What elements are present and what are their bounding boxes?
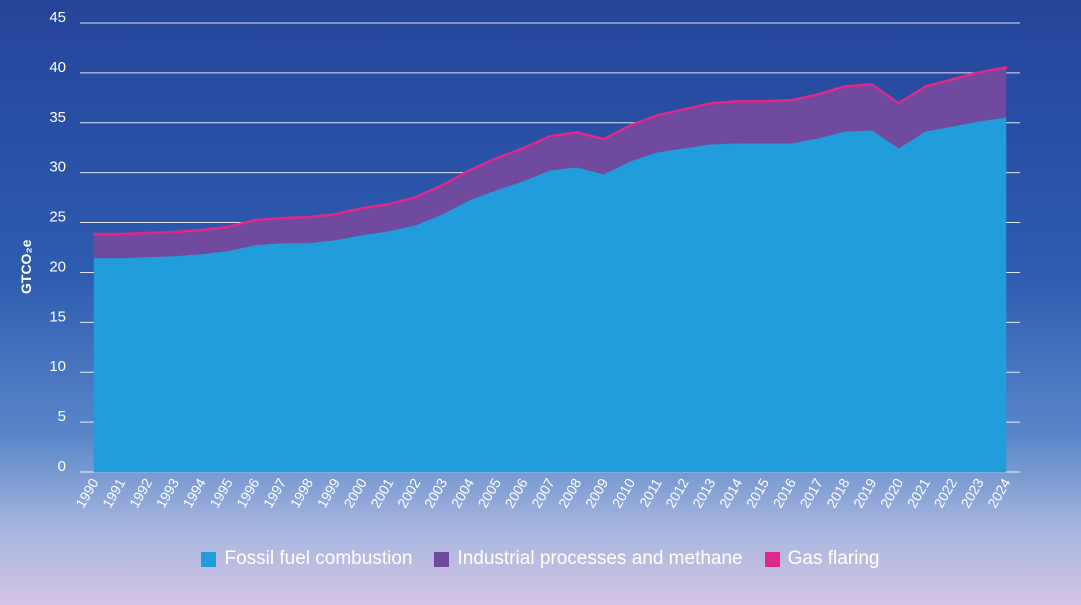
- y-tick-label-30: 30: [49, 159, 66, 176]
- x-tick-label-2024: 2024: [984, 475, 1014, 510]
- legend-swatch-fossil: [201, 551, 217, 567]
- legend: Fossil fuel combustion Industrial proces…: [0, 548, 1081, 570]
- x-axis-ticks: 1990199119921993199419951996199719981999…: [72, 475, 1014, 510]
- x-tick-label-2016: 2016: [770, 475, 800, 510]
- y-tick-label-15: 15: [49, 308, 66, 325]
- legend-item-flaring: Gas flaring: [764, 548, 880, 570]
- x-tick-label-2023: 2023: [957, 475, 987, 510]
- legend-item-fossil: Fossil fuel combustion: [201, 548, 412, 570]
- x-tick-label-2017: 2017: [796, 475, 826, 510]
- legend-swatch-flaring: [764, 551, 780, 567]
- y-axis-ticks: 0 5 10 15 20 25 30 35 40 45: [49, 9, 66, 475]
- x-tick-label-2011: 2011: [636, 475, 665, 509]
- x-tick-label-2009: 2009: [582, 475, 612, 510]
- x-tick-label-2019: 2019: [850, 475, 880, 510]
- areas: [93, 65, 1007, 473]
- x-tick-label-1993: 1993: [153, 475, 183, 510]
- x-tick-label-2018: 2018: [823, 475, 853, 510]
- x-tick-label-1999: 1999: [314, 475, 344, 510]
- x-tick-label-2022: 2022: [931, 475, 961, 510]
- x-tick-label-2004: 2004: [448, 475, 478, 510]
- x-tick-label-2007: 2007: [528, 475, 558, 510]
- x-tick-label-2008: 2008: [555, 475, 585, 510]
- x-tick-label-1996: 1996: [233, 475, 263, 510]
- x-tick-label-2015: 2015: [743, 475, 773, 510]
- legend-label-fossil: Fossil fuel combustion: [224, 548, 413, 569]
- x-tick-label-2021: 2021: [904, 475, 934, 510]
- x-tick-label-1997: 1997: [260, 475, 290, 510]
- x-tick-label-1991: 1991: [99, 475, 129, 510]
- y-tick-label-0: 0: [58, 458, 66, 475]
- x-tick-label-1994: 1994: [179, 475, 209, 510]
- y-tick-label-35: 35: [49, 109, 66, 126]
- area-fossil: [93, 117, 1007, 473]
- x-tick-label-1998: 1998: [287, 475, 317, 510]
- legend-label-flaring: Gas flaring: [787, 548, 880, 569]
- x-tick-label-2000: 2000: [340, 475, 370, 510]
- x-tick-label-1990: 1990: [72, 475, 102, 510]
- y-tick-label-45: 45: [49, 9, 66, 26]
- legend-swatch-industrial: [434, 551, 450, 567]
- x-tick-label-1995: 1995: [206, 475, 236, 510]
- x-tick-label-2003: 2003: [421, 475, 451, 510]
- y-axis-label: GTCO₂e: [18, 239, 34, 294]
- x-tick-label-2005: 2005: [475, 475, 505, 510]
- x-tick-label-2020: 2020: [877, 475, 907, 510]
- x-tick-label-2013: 2013: [689, 475, 719, 510]
- x-tick-label-1992: 1992: [126, 475, 156, 510]
- x-tick-label-2012: 2012: [662, 475, 692, 510]
- x-tick-label-2010: 2010: [609, 475, 639, 510]
- x-tick-label-2001: 2001: [367, 475, 397, 510]
- y-tick-label-10: 10: [49, 358, 66, 375]
- legend-label-industrial: Industrial processes and methane: [457, 548, 743, 569]
- x-tick-label-2006: 2006: [501, 475, 531, 510]
- legend-item-industrial: Industrial processes and methane: [434, 548, 743, 570]
- x-tick-label-2014: 2014: [716, 475, 746, 510]
- y-tick-label-20: 20: [49, 258, 66, 275]
- y-tick-label-25: 25: [49, 209, 66, 226]
- y-tick-label-5: 5: [58, 408, 66, 425]
- x-tick-label-2002: 2002: [394, 475, 424, 510]
- y-tick-label-40: 40: [49, 59, 66, 76]
